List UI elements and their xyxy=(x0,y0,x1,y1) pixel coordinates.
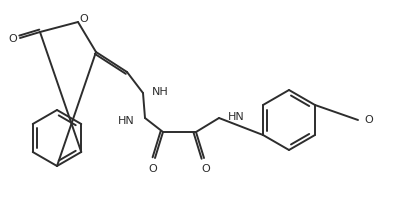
Text: HN: HN xyxy=(118,116,135,126)
Text: O: O xyxy=(9,34,18,44)
Text: O: O xyxy=(80,14,88,24)
Text: NH: NH xyxy=(152,87,169,97)
Text: O: O xyxy=(364,115,373,125)
Text: O: O xyxy=(148,164,157,174)
Text: O: O xyxy=(202,164,211,174)
Text: HN: HN xyxy=(228,112,245,122)
